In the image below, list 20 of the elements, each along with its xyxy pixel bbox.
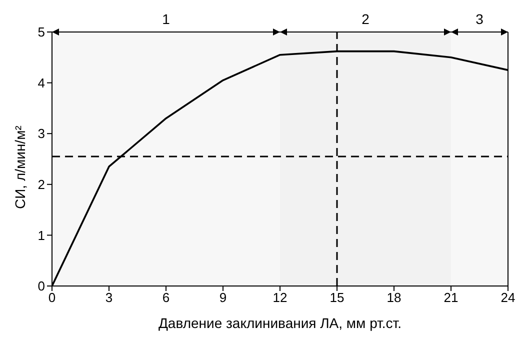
y-axis-title: СИ, л/мин/м²	[12, 125, 28, 209]
x-tick-label: 6	[162, 290, 170, 306]
x-tick-label: 3	[105, 290, 113, 306]
y-tick-label: 0	[38, 278, 45, 294]
y-tick-label: 4	[38, 75, 45, 90]
y-tick-label: 1	[38, 228, 45, 243]
y-tick-label: 2	[38, 177, 45, 192]
y-tick-label: 5	[38, 24, 45, 40]
x-tick-label: 15	[330, 290, 344, 306]
x-tick-label: 0	[48, 290, 56, 306]
x-axis-title: Давление заклинивания ЛА, мм рт.ст.	[158, 315, 402, 331]
x-tick-label: 18	[386, 290, 402, 306]
y-tick-label: 3	[38, 126, 45, 142]
x-tick-label: 21	[444, 290, 458, 306]
band-label: 2	[362, 11, 370, 27]
band-label: 3	[476, 11, 484, 27]
x-tick-label: 9	[219, 290, 227, 306]
x-tick-label: 24	[500, 290, 516, 306]
band-label: 1	[162, 11, 170, 27]
x-tick-label: 12	[272, 290, 288, 306]
